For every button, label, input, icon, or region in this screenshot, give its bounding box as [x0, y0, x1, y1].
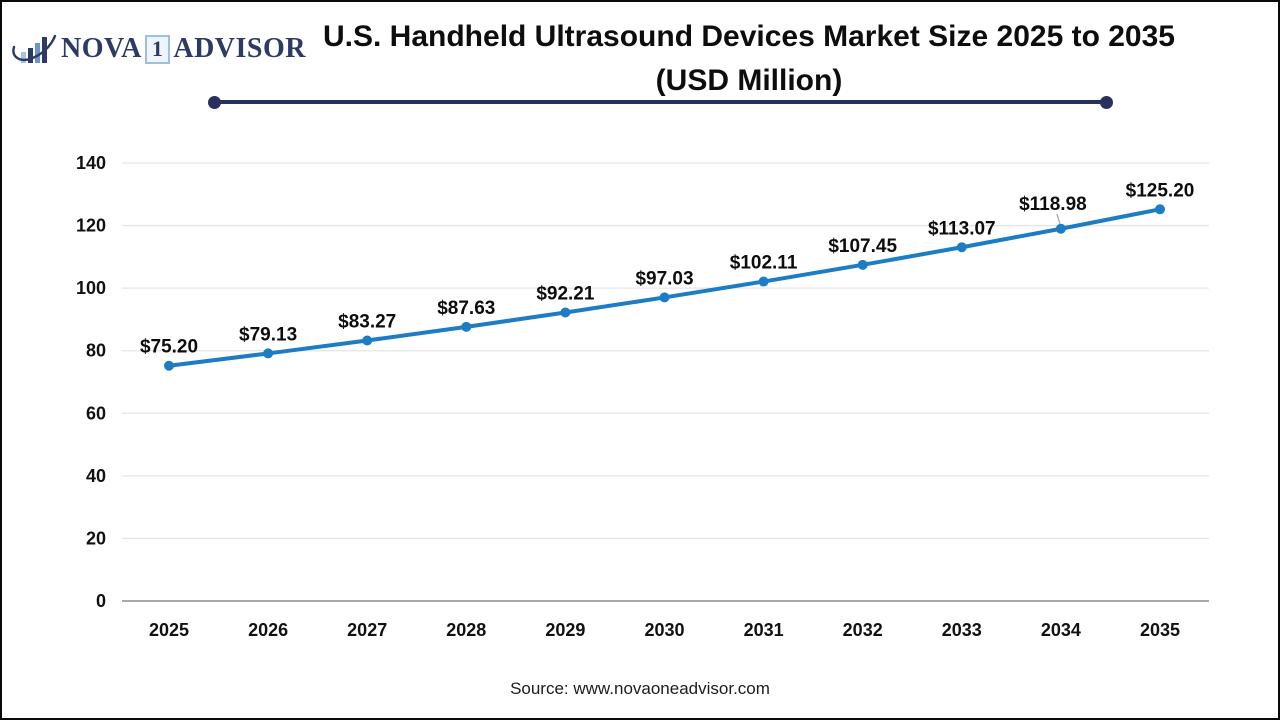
x-tick-label: 2028: [446, 620, 486, 640]
x-tick-label: 2034: [1041, 620, 1081, 640]
x-tick-label: 2027: [347, 620, 387, 640]
data-label: $113.07: [928, 218, 996, 239]
title-divider-dot-left: [208, 96, 221, 109]
logo-text-advisor: ADVISOR: [173, 33, 306, 64]
title-divider-dot-right: [1100, 96, 1113, 109]
y-tick-label: 120: [76, 216, 106, 236]
data-point: [857, 259, 868, 270]
nova-one-advisor-logo: NOVA 1 ADVISOR: [12, 30, 306, 68]
data-point: [1155, 204, 1165, 215]
data-point: [164, 360, 174, 371]
y-tick-label: 60: [86, 403, 106, 423]
y-tick-label: 0: [96, 591, 106, 611]
data-label: $87.63: [437, 298, 495, 319]
chart-title-line1: U.S. Handheld Ultrasound Devices Market …: [323, 20, 1175, 53]
x-tick-label: 2030: [644, 620, 684, 640]
data-point: [560, 307, 571, 318]
x-tick-label: 2031: [744, 620, 784, 640]
y-tick-label: 20: [86, 528, 106, 548]
x-tick-label: 2026: [248, 620, 288, 640]
chart-title: U.S. Handheld Ultrasound Devices Market …: [274, 15, 1224, 103]
data-label: $125.20: [1126, 180, 1195, 201]
data-point: [263, 348, 274, 359]
data-label: $118.98: [1019, 194, 1087, 215]
data-point: [659, 292, 670, 303]
y-tick-label: 100: [76, 278, 106, 298]
y-tick-label: 40: [86, 466, 106, 486]
data-label: $79.13: [239, 324, 297, 345]
logo-wordmark: NOVA 1 ADVISOR: [61, 33, 306, 65]
data-label: $92.21: [536, 284, 595, 305]
bar-chart-swoosh-icon: [12, 34, 57, 63]
source-caption: Source: www.novaoneadvisor.com: [510, 679, 770, 698]
data-point: [461, 321, 472, 332]
data-label: $97.03: [635, 268, 693, 289]
x-tick-label: 2032: [843, 620, 883, 640]
data-point: [362, 335, 373, 346]
title-divider-line: [215, 100, 1107, 104]
logo-text-nova: NOVA: [61, 33, 142, 64]
data-point: [956, 242, 967, 253]
data-label: $75.20: [140, 337, 198, 358]
data-point: [1055, 223, 1066, 234]
logo-badge-one: 1: [144, 34, 171, 64]
data-label: $102.11: [730, 253, 798, 274]
x-tick-label: 2025: [149, 620, 189, 640]
chart-title-line2: (USD Million): [655, 64, 843, 97]
data-point: [758, 276, 769, 287]
x-tick-label: 2029: [545, 620, 585, 640]
y-tick-label: 80: [86, 341, 106, 361]
x-tick-label: 2035: [1140, 620, 1180, 640]
label-leader-line: [1056, 213, 1061, 224]
x-tick-label: 2033: [942, 620, 982, 640]
data-label: $83.27: [338, 311, 396, 332]
y-tick-label: 140: [76, 153, 106, 173]
data-label: $107.45: [828, 236, 897, 257]
